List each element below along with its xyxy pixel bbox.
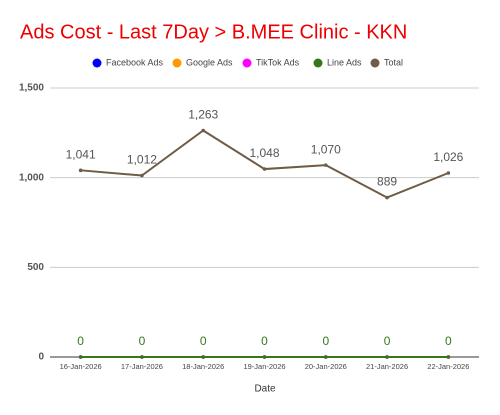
data-label: 1,263 — [188, 108, 218, 122]
x-tick-label: 20-Jan-2026 — [305, 362, 347, 371]
data-label: 1,026 — [433, 150, 463, 164]
data-label: 1,041 — [66, 147, 96, 161]
legend-label: Facebook Ads — [106, 57, 164, 67]
y-tick-label: 1,000 — [19, 172, 44, 183]
x-tick-label: 19-Jan-2026 — [243, 362, 285, 371]
x-tick-label: 16-Jan-2026 — [60, 362, 102, 371]
y-tick-label: 0 — [38, 352, 44, 363]
data-label: 0 — [322, 334, 329, 348]
legend-label: Google Ads — [186, 57, 233, 67]
data-label: 0 — [445, 334, 452, 348]
legend-label: Line Ads — [327, 57, 362, 67]
data-label: 0 — [261, 334, 268, 348]
data-point — [140, 173, 144, 178]
legend-swatch — [92, 58, 102, 68]
data-label: 0 — [139, 334, 146, 348]
legend-swatch — [370, 58, 380, 68]
data-point — [262, 167, 267, 171]
x-tick-label: 17-Jan-2026 — [121, 362, 163, 371]
data-point — [385, 195, 389, 200]
x-axis-title: Date — [254, 384, 276, 395]
legend-swatch — [242, 58, 252, 68]
data-point — [78, 355, 83, 359]
x-tick-label: 21-Jan-2026 — [366, 362, 408, 371]
data-label: 0 — [384, 334, 391, 348]
data-point — [323, 355, 328, 359]
data-label: 0 — [200, 334, 207, 348]
legend-swatch — [313, 58, 323, 68]
y-tick-label: 1,500 — [19, 83, 44, 94]
x-tick-label: 18-Jan-2026 — [182, 362, 224, 371]
chart-title: Ads Cost - Last 7Day > B.MEE Clinic - KK… — [20, 21, 407, 43]
data-point — [201, 355, 206, 359]
x-tick-label: 22-Jan-2026 — [427, 362, 469, 371]
data-label: 889 — [377, 175, 397, 189]
data-point — [140, 355, 144, 359]
data-point — [446, 171, 451, 175]
legend-label: TikTok Ads — [256, 57, 300, 67]
data-label: 1,012 — [127, 153, 157, 167]
legend-swatch — [172, 58, 182, 68]
data-point — [262, 355, 267, 359]
legend-label: Total — [384, 57, 403, 67]
data-point — [78, 168, 83, 173]
data-label: 0 — [77, 334, 84, 348]
data-point — [385, 355, 389, 359]
data-point — [446, 355, 451, 359]
data-point — [323, 163, 328, 167]
data-label: 1,048 — [249, 146, 279, 160]
data-point — [201, 128, 206, 133]
y-tick-label: 500 — [27, 262, 44, 273]
data-label: 1,070 — [311, 142, 341, 156]
